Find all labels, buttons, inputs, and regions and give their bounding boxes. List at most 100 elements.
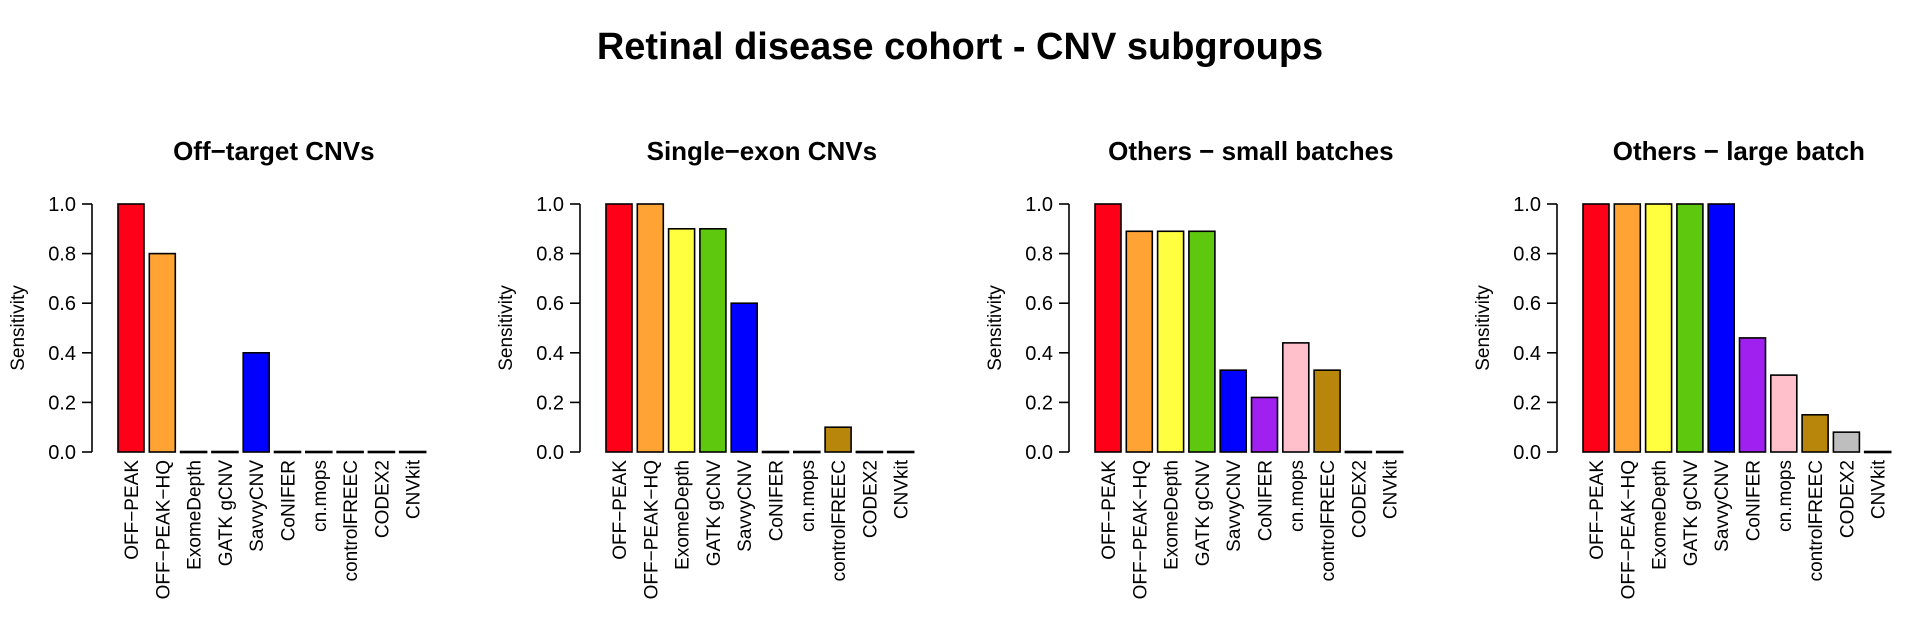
y-axis-label: Sensitivity	[985, 285, 1006, 371]
y-tick-label: 0.4	[48, 343, 76, 365]
category-label: OFF−PEAK−HQ	[641, 460, 662, 599]
y-tick-label: 0.4	[1025, 343, 1053, 365]
bar-7	[304, 450, 333, 454]
bar-7	[1769, 374, 1798, 453]
bar-6	[761, 450, 790, 454]
y-axis-label: Sensitivity	[496, 285, 517, 371]
bar-3	[179, 450, 208, 454]
chart-panel-3: Others − small batches Sensitivity 0.0 0.2 0…	[985, 136, 1404, 599]
category-label: CoNIFER	[767, 460, 788, 541]
y-tick-label: 1.0	[1025, 194, 1053, 216]
y-tick-label: 0.0	[1513, 442, 1541, 464]
bar-2	[636, 203, 665, 453]
category-label: GATK gCNV	[1681, 460, 1702, 567]
bar-6	[1250, 396, 1279, 453]
bar-3	[1644, 203, 1673, 453]
y-tick-label: 0.2	[536, 392, 564, 414]
category-label: cn.mops	[310, 460, 331, 532]
bar-6	[273, 450, 302, 454]
category-label: OFF−PEAK	[1587, 460, 1608, 560]
panel-title: Single−exon CNVs	[647, 136, 877, 166]
bar-3	[667, 228, 696, 453]
bar-10	[398, 450, 427, 454]
bar-4	[211, 450, 239, 454]
figure-title: Retinal disease cohort - CNV subgroups	[596, 26, 1324, 68]
bar-9	[855, 450, 884, 454]
bar-2	[1125, 230, 1154, 453]
panel-title: Others − large batch	[1613, 136, 1865, 166]
y-tick-label: 1.0	[1513, 194, 1541, 216]
category-label: OFF−PEAK	[122, 460, 143, 560]
category-label: cn.mops	[1287, 460, 1308, 532]
y-tick-label: 0.4	[536, 343, 564, 365]
category-label: controlFREEC	[829, 460, 850, 581]
category-label: CoNIFER	[1744, 460, 1765, 541]
y-tick-label: 0.2	[1025, 392, 1053, 414]
y-tick-label: 0.0	[536, 442, 564, 464]
bar-10	[1863, 450, 1892, 454]
category-label: CODEX2	[1837, 460, 1858, 538]
bar-6	[1738, 337, 1767, 453]
category-label: controlFREEC	[341, 460, 362, 581]
y-tick-label: 0.8	[536, 244, 564, 266]
y-tick-label: 0.0	[48, 442, 76, 464]
category-label: CNVkit	[1869, 459, 1890, 519]
bar-5	[730, 302, 758, 453]
category-label: GATK gCNV	[1193, 460, 1214, 567]
category-label: ExomeDepth	[673, 460, 694, 570]
y-tick-label: 0.6	[1513, 293, 1541, 315]
bar-1	[117, 203, 145, 453]
y-tick-label: 0.8	[1025, 244, 1053, 266]
category-label: OFF−PEAK	[1099, 460, 1120, 560]
bar-8	[1801, 413, 1829, 453]
category-label: CNVkit	[892, 459, 913, 519]
category-label: controlFREEC	[1806, 460, 1827, 581]
category-label: cn.mops	[798, 460, 819, 532]
category-label: SavvyCNV	[247, 460, 268, 552]
category-label: SavvyCNV	[1712, 460, 1733, 552]
category-label: OFF−PEAK−HQ	[1618, 460, 1639, 599]
bar-10	[886, 450, 915, 454]
category-label: OFF−PEAK−HQ	[153, 460, 174, 599]
bar-7	[792, 450, 821, 454]
y-axis-label: Sensitivity	[1473, 285, 1494, 371]
bar-9	[367, 450, 396, 454]
y-tick-label: 0.8	[1513, 244, 1541, 266]
y-tick-label: 0.8	[48, 244, 76, 266]
category-label: CNVkit	[1381, 459, 1402, 519]
bar-5	[1707, 203, 1735, 453]
y-tick-label: 1.0	[48, 194, 76, 216]
category-label: CoNIFER	[279, 460, 300, 541]
chart-panel-4: Others − large batch Sensitivity 0.0 0.2 0.4…	[1473, 136, 1892, 599]
bar-8	[824, 426, 852, 453]
bar-3	[1156, 230, 1185, 453]
category-label: controlFREEC	[1318, 460, 1339, 581]
bar-2	[1613, 203, 1642, 453]
bar-5	[242, 351, 270, 453]
y-tick-label: 1.0	[536, 194, 564, 216]
bar-10	[1375, 450, 1404, 454]
bar-8	[1313, 369, 1341, 453]
category-label: CODEX2	[860, 460, 881, 538]
bar-4	[699, 228, 727, 453]
bar-7	[1281, 342, 1310, 453]
category-label: GATK gCNV	[216, 460, 237, 567]
category-label: SavvyCNV	[735, 460, 756, 552]
chart-panel-1: Off−target CNVs Sensitivity 0.0 0.2 0.4 0.6 0.…	[8, 136, 427, 599]
category-label: CODEX2	[1349, 460, 1370, 538]
category-label: SavvyCNV	[1224, 460, 1245, 552]
y-tick-label: 0.6	[48, 293, 76, 315]
bar-1	[605, 203, 633, 453]
panel-title: Others − small batches	[1108, 136, 1393, 166]
y-tick-label: 0.2	[1513, 392, 1541, 414]
bar-9	[1344, 450, 1373, 454]
bar-1	[1582, 203, 1610, 453]
category-label: ExomeDepth	[1162, 460, 1183, 570]
y-axis-label: Sensitivity	[8, 285, 29, 371]
bar-4	[1676, 203, 1704, 453]
y-tick-label: 0.0	[1025, 442, 1053, 464]
category-label: cn.mops	[1775, 460, 1796, 532]
category-label: GATK gCNV	[704, 460, 725, 567]
category-label: CNVkit	[404, 459, 425, 519]
